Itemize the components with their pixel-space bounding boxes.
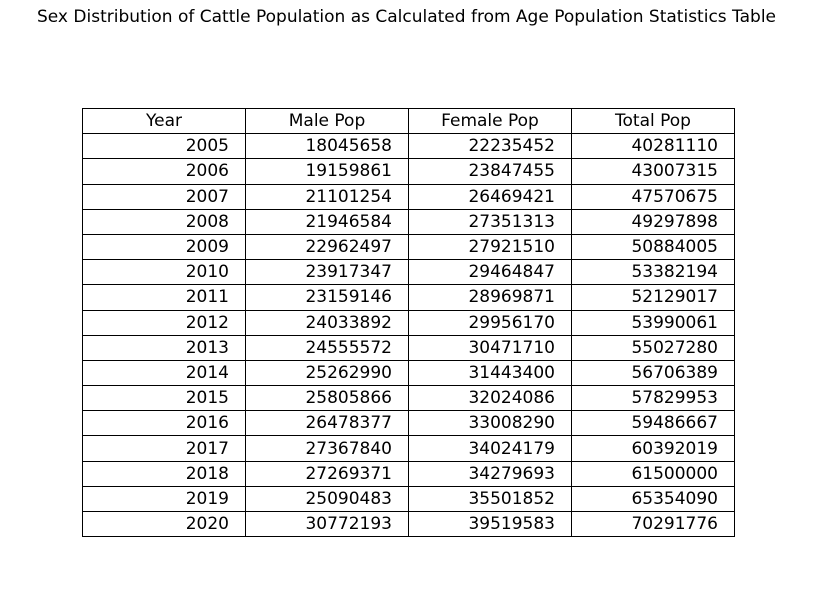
table-row: 2014 25262990 31443400 56706389	[82, 359, 735, 387]
year-cell: 2012	[82, 309, 246, 336]
total-pop-cell: 53990061	[571, 309, 735, 336]
chart-title: Sex Distribution of Cattle Population as…	[36, 7, 777, 27]
male-pop-cell: 27367840	[245, 435, 409, 462]
total-pop-cell: 47570675	[571, 183, 735, 210]
male-pop-cell: 18045658	[245, 133, 409, 160]
female-pop-cell: 23847455	[408, 158, 572, 185]
year-cell: 2017	[82, 435, 246, 462]
total-pop-cell: 53382194	[571, 259, 735, 286]
column-header-year: Year	[82, 107, 246, 135]
column-header-female-pop: Female Pop	[408, 107, 572, 135]
table-row: 2009 22962497 27921510 50884005	[82, 233, 735, 261]
column-header-total-pop: Total Pop	[571, 107, 735, 135]
table-row: 2019 25090483 35501852 65354090	[82, 485, 735, 513]
total-pop-cell: 50884005	[571, 233, 735, 261]
total-pop-cell: 52129017	[571, 284, 735, 311]
header-row: Year Male Pop Female Pop Total Pop	[82, 107, 735, 135]
table-row: 2006 19159861 23847455 43007315	[82, 158, 735, 185]
total-pop-cell: 49297898	[571, 208, 735, 235]
year-cell: 2014	[82, 359, 246, 387]
female-pop-cell: 35501852	[408, 485, 572, 513]
table-row: 2013 24555572 30471710 55027280	[82, 334, 735, 361]
table-row: 2015 25805866 32024086 57829953	[82, 385, 735, 412]
year-cell: 2006	[82, 158, 246, 185]
male-pop-cell: 26478377	[245, 410, 409, 437]
total-pop-cell: 60392019	[571, 435, 735, 462]
female-pop-cell: 34279693	[408, 460, 572, 487]
female-pop-cell: 27921510	[408, 233, 572, 261]
table-row: 2018 27269371 34279693 61500000	[82, 460, 735, 487]
total-pop-cell: 65354090	[571, 485, 735, 513]
year-cell: 2008	[82, 208, 246, 235]
year-cell: 2015	[82, 385, 246, 412]
total-pop-cell: 56706389	[571, 359, 735, 387]
female-pop-cell: 30471710	[408, 334, 572, 361]
female-pop-cell: 26469421	[408, 183, 572, 210]
total-pop-cell: 59486667	[571, 410, 735, 437]
total-pop-cell: 55027280	[571, 334, 735, 361]
table-row: 2011 23159146 28969871 52129017	[82, 284, 735, 311]
female-pop-cell: 22235452	[408, 133, 572, 160]
male-pop-cell: 27269371	[245, 460, 409, 487]
female-pop-cell: 28969871	[408, 284, 572, 311]
table-row: 2010 23917347 29464847 53382194	[82, 259, 735, 286]
year-cell: 2009	[82, 233, 246, 261]
male-pop-cell: 23159146	[245, 284, 409, 311]
male-pop-cell: 19159861	[245, 158, 409, 185]
male-pop-cell: 24033892	[245, 309, 409, 336]
population-table: Year Male Pop Female Pop Total Pop 2005 1…	[82, 107, 735, 538]
year-cell: 2013	[82, 334, 246, 361]
male-pop-cell: 21946584	[245, 208, 409, 235]
year-cell: 2016	[82, 410, 246, 437]
female-pop-cell: 33008290	[408, 410, 572, 437]
table-row: 2005 18045658 22235452 40281110	[82, 133, 735, 160]
year-cell: 2011	[82, 284, 246, 311]
table-row: 2012 24033892 29956170 53990061	[82, 309, 735, 336]
total-pop-cell: 43007315	[571, 158, 735, 185]
female-pop-cell: 29464847	[408, 259, 572, 286]
total-pop-cell: 61500000	[571, 460, 735, 487]
male-pop-cell: 25090483	[245, 485, 409, 513]
female-pop-cell: 31443400	[408, 359, 572, 387]
table-body: 2005 18045658 22235452 40281110 2006 19159861…	[82, 133, 735, 538]
year-cell: 2010	[82, 259, 246, 286]
year-cell: 2018	[82, 460, 246, 487]
male-pop-cell: 23917347	[245, 259, 409, 286]
total-pop-cell: 40281110	[571, 133, 735, 160]
female-pop-cell: 34024179	[408, 435, 572, 462]
year-cell: 2019	[82, 485, 246, 513]
table-row: 2020 30772193 39519583 70291776	[82, 510, 735, 538]
female-pop-cell: 29956170	[408, 309, 572, 336]
column-header-male-pop: Male Pop	[245, 107, 409, 135]
total-pop-cell: 70291776	[571, 510, 735, 538]
year-cell: 2020	[82, 510, 246, 538]
year-cell: 2005	[82, 133, 246, 160]
table-row: 2008 21946584 27351313 49297898	[82, 208, 735, 235]
male-pop-cell: 25805866	[245, 385, 409, 412]
table-row: 2007 21101254 26469421 47570675	[82, 183, 735, 210]
year-cell: 2007	[82, 183, 246, 210]
male-pop-cell: 21101254	[245, 183, 409, 210]
female-pop-cell: 27351313	[408, 208, 572, 235]
total-pop-cell: 57829953	[571, 385, 735, 412]
table-row: 2016 26478377 33008290 59486667	[82, 410, 735, 437]
male-pop-cell: 30772193	[245, 510, 409, 538]
male-pop-cell: 22962497	[245, 233, 409, 261]
table-row: 2017 27367840 34024179 60392019	[82, 435, 735, 462]
female-pop-cell: 39519583	[408, 510, 572, 538]
male-pop-cell: 25262990	[245, 359, 409, 387]
female-pop-cell: 32024086	[408, 385, 572, 412]
male-pop-cell: 24555572	[245, 334, 409, 361]
